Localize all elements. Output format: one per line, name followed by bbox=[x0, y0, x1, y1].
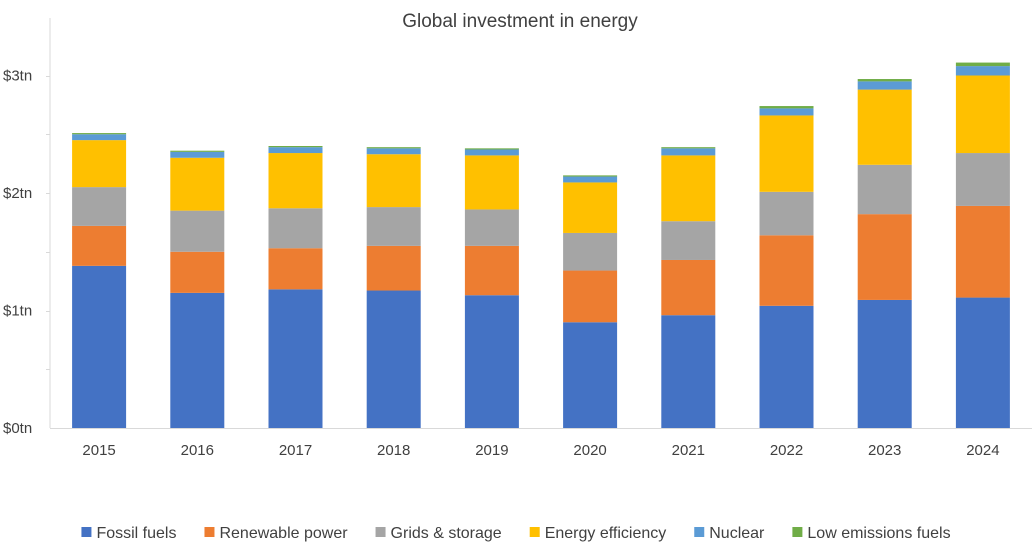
x-tick-label: 2016 bbox=[181, 442, 214, 459]
bar-segment bbox=[170, 292, 225, 428]
x-tick-label: 2015 bbox=[82, 442, 115, 459]
bar-segment bbox=[268, 147, 323, 154]
x-tick-label: 2022 bbox=[770, 442, 803, 459]
bar-segment bbox=[563, 175, 618, 177]
bar-segment bbox=[464, 209, 519, 246]
bar-segment bbox=[759, 106, 814, 109]
bars bbox=[72, 62, 1010, 428]
bar-segment bbox=[72, 187, 127, 226]
y-tick-label: $0tn bbox=[3, 420, 32, 437]
legend-swatch bbox=[792, 527, 803, 537]
legend-swatch bbox=[204, 527, 215, 537]
bar-segment bbox=[563, 270, 618, 323]
bar-segment bbox=[170, 157, 225, 211]
bar-segment bbox=[366, 245, 421, 291]
bar-segment bbox=[955, 205, 1010, 298]
bar-segment bbox=[759, 115, 814, 192]
bar-segment bbox=[857, 81, 912, 90]
y-tick-label: $1tn bbox=[3, 303, 32, 320]
x-tick-label: 2018 bbox=[377, 442, 410, 459]
x-tick-label: 2019 bbox=[475, 442, 508, 459]
legend-label: Energy efficiency bbox=[545, 525, 667, 542]
bar-segment bbox=[759, 108, 814, 116]
y-tick-label: $2tn bbox=[3, 185, 32, 202]
legend-swatch bbox=[529, 527, 540, 537]
legend-item: Low emissions fuels bbox=[792, 525, 951, 542]
legend-label: Fossil fuels bbox=[96, 525, 176, 542]
x-tick-label: 2020 bbox=[573, 442, 606, 459]
bar-segment bbox=[464, 155, 519, 210]
legend-swatch bbox=[81, 527, 92, 537]
x-tick-label: 2023 bbox=[868, 442, 901, 459]
chart-title: Global investment in energy bbox=[402, 11, 638, 32]
bar-segment bbox=[661, 315, 716, 428]
bar-segment bbox=[955, 62, 1010, 67]
bar-segment bbox=[170, 151, 225, 158]
legend-item: Grids & storage bbox=[375, 525, 502, 542]
legend-item: Fossil fuels bbox=[81, 525, 176, 542]
bar-segment bbox=[759, 305, 814, 428]
legend: Fossil fuels Renewable power Grids & stora… bbox=[81, 525, 951, 542]
bar-segment bbox=[857, 164, 912, 215]
x-tick-label: 2024 bbox=[966, 442, 999, 459]
bar-segment bbox=[661, 148, 716, 156]
y-tick-label: $3tn bbox=[3, 68, 32, 85]
bar-segment bbox=[759, 191, 814, 236]
legend-label: Grids & storage bbox=[391, 525, 502, 542]
bar-segment bbox=[661, 147, 716, 149]
y-axis: $0tn $1tn $2tn $3tn bbox=[3, 18, 51, 437]
x-tick-label: 2017 bbox=[279, 442, 312, 459]
bar-segment bbox=[464, 295, 519, 428]
bar-segment bbox=[857, 89, 912, 165]
legend-item: Renewable power bbox=[204, 525, 348, 542]
bar-segment bbox=[366, 148, 421, 155]
bar-segment bbox=[955, 297, 1010, 428]
bar-segment bbox=[366, 207, 421, 246]
bar-segment bbox=[955, 75, 1010, 154]
bar-segment bbox=[72, 225, 127, 266]
x-tick-label: 2021 bbox=[672, 442, 705, 459]
bar-segment bbox=[268, 146, 323, 148]
legend-item: Energy efficiency bbox=[529, 525, 667, 542]
bar-segment bbox=[366, 154, 421, 208]
bar-segment bbox=[170, 251, 225, 293]
bar-segment bbox=[563, 232, 618, 271]
bar-segment bbox=[563, 322, 618, 428]
bar-segment bbox=[464, 245, 519, 296]
bar-segment bbox=[268, 208, 323, 249]
bar-segment bbox=[857, 79, 912, 82]
legend-swatch bbox=[694, 527, 705, 537]
bar-segment bbox=[661, 259, 716, 316]
bar-segment bbox=[170, 210, 225, 252]
bar-segment bbox=[72, 134, 127, 141]
bar-segment bbox=[563, 176, 618, 183]
bar-segment bbox=[759, 235, 814, 306]
bar-segment bbox=[661, 221, 716, 260]
bar-segment bbox=[563, 182, 618, 233]
bar-segment bbox=[366, 147, 421, 149]
bar-segment bbox=[72, 265, 127, 428]
bar-segment bbox=[268, 248, 323, 290]
bar-segment bbox=[72, 140, 127, 188]
bar-segment bbox=[170, 150, 225, 152]
bar-segment bbox=[268, 289, 323, 428]
bar-segment bbox=[857, 214, 912, 300]
bar-segment bbox=[464, 149, 519, 156]
legend-label: Low emissions fuels bbox=[807, 525, 950, 542]
bar-segment bbox=[366, 290, 421, 428]
bar-segment bbox=[661, 155, 716, 222]
bar-segment bbox=[268, 153, 323, 209]
legend-item: Nuclear bbox=[694, 525, 765, 542]
legend-label: Renewable power bbox=[219, 525, 348, 542]
bar-segment bbox=[464, 148, 519, 150]
legend-label: Nuclear bbox=[709, 525, 765, 542]
bar-segment bbox=[857, 299, 912, 428]
x-axis: 2015 2016 2017 2018 2019 2020 2021 2022 2023 2024 bbox=[50, 428, 1032, 459]
bar-segment bbox=[955, 66, 1010, 76]
bar-segment bbox=[72, 133, 127, 135]
legend-swatch bbox=[375, 527, 386, 537]
bar-segment bbox=[955, 153, 1010, 206]
